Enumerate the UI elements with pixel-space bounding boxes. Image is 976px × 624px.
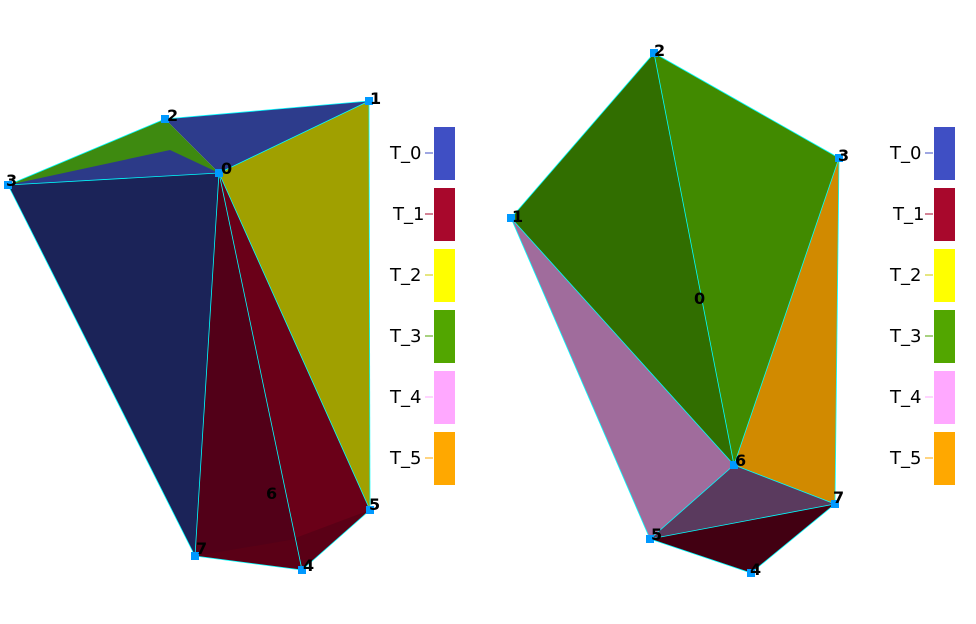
left-legend-swatch-5: [434, 432, 455, 485]
right-legend-swatch-1: [934, 188, 955, 241]
left-face-3-0-7: [8, 173, 219, 556]
right-legend-label-3: T_3: [889, 326, 921, 347]
left-legend-swatch-3: [434, 310, 455, 363]
right-vertex-label-0: 0: [694, 289, 705, 308]
left-vertex-label-4: 4: [303, 556, 314, 575]
left-legend-item-3: T_3: [389, 310, 455, 363]
left-legend-label-2: T_2: [389, 265, 421, 286]
left-legend-item-0: T_0: [389, 127, 455, 180]
left-legend-item-5: T_5: [389, 432, 455, 485]
left-legend-label-5: T_5: [389, 448, 421, 469]
left-face-0-4-5: [219, 173, 370, 570]
right-legend-label-5: T_5: [889, 448, 921, 469]
left-legend-swatch-0: [434, 127, 455, 180]
left-vertex-label-7: 7: [196, 539, 207, 558]
left-legend-item-4: T_4: [389, 371, 455, 424]
right-vertex-5: [646, 535, 654, 543]
right-legend-label-0: T_0: [889, 143, 921, 164]
left-vertex-label-1: 1: [370, 89, 381, 108]
left-face-0-1-5: [219, 101, 370, 510]
right-face-2-3-6: [654, 53, 839, 465]
left-legend-label-3: T_3: [389, 326, 421, 347]
right-mesh-view: 0 1 2 3 4 5 6 7: [507, 41, 849, 579]
left-legend: T_0 T_1 T_2 T_3 T_4 T_5: [389, 127, 455, 485]
left-legend-label-0: T_0: [389, 143, 421, 164]
right-legend-item-1: T_1: [892, 188, 955, 241]
right-face-3-7-6: [734, 158, 839, 504]
right-vertex-label-6: 6: [735, 451, 746, 470]
right-face-1-2-6: [511, 53, 734, 465]
left-legend-label-1: T_1: [392, 204, 424, 225]
right-legend-swatch-0: [934, 127, 955, 180]
left-legend-item-2: T_2: [389, 249, 455, 302]
left-vertex-1: [365, 97, 373, 105]
right-legend: T_0 T_1 T_2 T_3 T_4 T_5: [889, 127, 955, 485]
right-legend-item-4: T_4: [889, 371, 955, 424]
right-legend-swatch-4: [934, 371, 955, 424]
right-vertex-label-1: 1: [512, 207, 523, 226]
left-vertex-4: [298, 566, 306, 574]
right-legend-label-4: T_4: [889, 387, 921, 408]
right-vertex-6: [730, 461, 738, 469]
left-edges: [7, 100, 371, 571]
right-face-1-6-5: [511, 218, 734, 539]
right-legend-item-5: T_5: [889, 432, 955, 485]
right-vertex-label-3: 3: [838, 146, 849, 165]
right-legend-swatch-3: [934, 310, 955, 363]
right-vertex-2: [650, 49, 658, 57]
left-vertex-label-5: 5: [369, 495, 380, 514]
right-legend-item-3: T_3: [889, 310, 955, 363]
left-vertex-3: [4, 181, 12, 189]
left-legend-item-1: T_1: [392, 188, 455, 241]
right-edges: [510, 52, 840, 574]
left-face-2-1-0: [165, 101, 369, 173]
right-legend-label-1: T_1: [892, 204, 924, 225]
left-face-7-4-5-bottom: [195, 510, 370, 570]
right-vertex-4: [747, 569, 755, 577]
right-legend-label-2: T_2: [889, 265, 921, 286]
right-face-6-7-5: [650, 465, 835, 539]
left-vertex-2: [161, 115, 169, 123]
left-vertex-0: [215, 169, 223, 177]
left-face-3-0-1-sliver: [8, 150, 219, 185]
right-vertices: [507, 49, 843, 577]
right-legend-item-2: T_2: [889, 249, 955, 302]
left-vertex-7: [191, 552, 199, 560]
left-legend-swatch-1: [434, 188, 455, 241]
left-vertex-label-2: 2: [167, 106, 178, 125]
left-vertex-label-3: 3: [6, 171, 17, 190]
left-mesh-view: 0 1 2 3 4 5 6 7: [4, 89, 381, 575]
left-legend-label-4: T_4: [389, 387, 421, 408]
right-legend-swatch-5: [934, 432, 955, 485]
right-vertex-3: [835, 154, 843, 162]
right-vertex-label-5: 5: [651, 525, 662, 544]
right-vertex-label-2: 2: [654, 41, 665, 60]
left-vertices: [4, 97, 374, 574]
right-vertex-label-4: 4: [750, 560, 761, 579]
right-vertex-7: [831, 500, 839, 508]
left-legend-swatch-2: [434, 249, 455, 302]
right-face-5-7-4: [650, 504, 835, 573]
right-legend-swatch-2: [934, 249, 955, 302]
right-vertex-1: [507, 214, 515, 222]
left-vertex-label-6: 6: [266, 484, 277, 503]
right-legend-item-0: T_0: [889, 127, 955, 180]
left-legend-swatch-4: [434, 371, 455, 424]
left-face-0-7-4: [195, 173, 302, 570]
left-vertex-label-0: 0: [221, 159, 232, 178]
right-vertex-label-7: 7: [833, 488, 844, 507]
left-vertex-5: [366, 506, 374, 514]
